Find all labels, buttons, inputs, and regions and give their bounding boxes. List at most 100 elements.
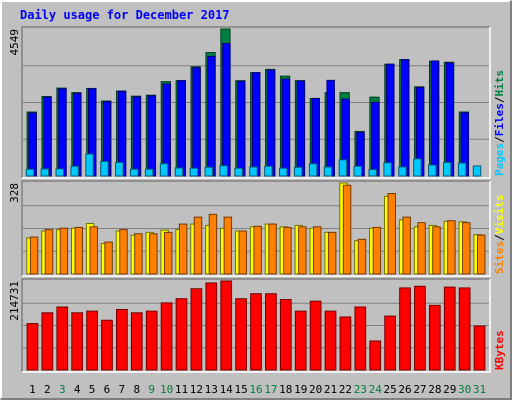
- bar-files-day-16: [251, 72, 261, 177]
- x-tick-label-day-3: 3: [59, 383, 66, 396]
- bar-kbytes-day-27: [414, 285, 426, 371]
- bar-kbytes-day-12: [190, 288, 203, 371]
- legend-separator: /: [493, 136, 506, 143]
- x-axis-day-labels: 1 2 3 4 5 6 7 8 9 10 11 12 13 14 15 16 17 18 19 20 21 22 23 24 2…: [29, 383, 486, 396]
- x-tick-label-day-5: 5: [89, 383, 96, 396]
- bar-files-day-14: [222, 43, 231, 177]
- x-tick-label-day-30: 30: [458, 383, 471, 396]
- legend-entry-pages: Pages: [493, 143, 506, 176]
- bar-sites-day-23: [357, 238, 367, 275]
- bar-pages-day-13: [204, 166, 213, 177]
- x-tick-label-day-24: 24: [369, 383, 383, 396]
- bar-pages-day-28: [428, 164, 437, 177]
- bar-sites-day-15: [238, 230, 247, 275]
- bar-sites-day-10: [163, 231, 173, 275]
- bar-kbytes-day-14: [220, 280, 233, 371]
- bar-kbytes-day-18: [279, 299, 292, 371]
- plot-bevel-dark: [21, 26, 490, 178]
- bar-files-day-12: [192, 67, 201, 177]
- bar-pages-day-7: [115, 161, 124, 177]
- bar-pages-day-6: [100, 160, 109, 177]
- plot-bevel-light: [22, 181, 491, 277]
- bar-files-day-24: [371, 101, 380, 177]
- bar-sites-day-13: [208, 213, 218, 275]
- x-tick-label-day-15: 15: [234, 383, 247, 396]
- bar-files-day-9: [147, 95, 157, 177]
- panel-kbytes: 214731 KBytes: [8, 278, 506, 373]
- x-tick-label-day-4: 4: [74, 383, 81, 396]
- bar-files-day-10: [162, 83, 171, 177]
- bar-sites-day-8: [134, 233, 143, 275]
- bar-kbytes-day-6: [101, 319, 113, 371]
- bar-files-day-1: [28, 112, 37, 177]
- bar-pages-day-25: [383, 162, 392, 177]
- bar-pages-day-26: [398, 166, 407, 177]
- x-tick-label-day-21: 21: [324, 383, 337, 396]
- bar-kbytes-day-7: [116, 308, 128, 371]
- legend-separator: /: [493, 234, 506, 241]
- plot-bevel-light: [22, 279, 491, 373]
- x-tick-label-day-18: 18: [279, 383, 292, 396]
- bar-pages-day-4: [70, 165, 79, 177]
- bar-pages-day-31: [472, 165, 482, 177]
- x-tick-label-day-14: 14: [220, 383, 234, 396]
- chart-panels: 4549Pages/Files/Hits328Sites/Visits21473…: [8, 26, 506, 373]
- bar-sites-day-1: [29, 236, 39, 275]
- bar-pages-day-14: [219, 165, 228, 177]
- x-tick-label-day-29: 29: [443, 383, 456, 396]
- legend-entry-kbytes: KBytes: [493, 330, 506, 370]
- panel-visits-sites: 328 Sites/Visits: [8, 180, 506, 277]
- bar-files-day-28: [430, 60, 440, 177]
- plot-bevel-dark: [21, 180, 490, 276]
- bar-files-day-29: [445, 62, 455, 177]
- bar-kbytes-day-23: [354, 306, 367, 371]
- y-max-label: 328: [8, 183, 21, 203]
- bar-pages-day-24: [368, 169, 377, 177]
- y-series-legend: KBytes: [493, 330, 506, 370]
- x-tick-label-day-13: 13: [205, 383, 218, 396]
- legend-separator: /: [493, 96, 506, 103]
- y-max-label: 214731: [8, 281, 21, 321]
- bar-kbytes-day-29: [443, 286, 456, 371]
- bar-sites-day-6: [104, 241, 113, 275]
- bar-sites-day-26: [402, 216, 411, 275]
- bar-files-day-21: [326, 79, 335, 177]
- x-tick-label-day-6: 6: [104, 383, 111, 396]
- bar-kbytes-day-16: [250, 293, 262, 371]
- bar-kbytes-day-15: [235, 298, 247, 371]
- bar-pages-day-30: [457, 162, 467, 177]
- x-tick-label-day-12: 12: [190, 383, 203, 396]
- bar-pages-day-18: [279, 167, 288, 177]
- bar-pages-day-11: [174, 167, 184, 177]
- bar-files-day-19: [296, 80, 306, 177]
- bar-files-day-2: [43, 96, 52, 177]
- x-tick-label-day-11: 11: [175, 383, 188, 396]
- x-tick-label-day-26: 26: [398, 383, 411, 396]
- bar-pages-day-3: [55, 168, 64, 177]
- bar-kbytes-day-19: [294, 310, 307, 371]
- legend-entry-hits: Hits: [493, 70, 506, 97]
- bar-kbytes-day-4: [71, 312, 84, 371]
- bar-sites-day-19: [298, 226, 307, 275]
- bar-pages-day-27: [413, 158, 422, 177]
- x-tick-label-day-7: 7: [119, 383, 126, 396]
- bar-kbytes-day-13: [205, 282, 218, 371]
- bar-files-day-11: [177, 80, 186, 177]
- bar-kbytes-day-28: [428, 304, 441, 371]
- x-tick-label-day-22: 22: [339, 383, 352, 396]
- bar-files-day-3: [58, 88, 67, 177]
- x-tick-label-day-9: 9: [148, 383, 155, 396]
- bar-sites-day-29: [447, 220, 456, 275]
- bar-pages-day-10: [159, 163, 169, 177]
- bar-pages-day-19: [293, 166, 303, 177]
- x-tick-label-day-16: 16: [249, 383, 262, 396]
- bar-pages-day-21: [323, 166, 333, 177]
- legend-entry-sites: Sites: [493, 241, 506, 274]
- x-tick-label-day-28: 28: [428, 383, 441, 396]
- bar-sites-day-25: [387, 193, 396, 275]
- bar-sites-day-22: [342, 184, 352, 275]
- x-tick-label-day-8: 8: [133, 383, 140, 396]
- bar-kbytes-day-9: [145, 310, 158, 371]
